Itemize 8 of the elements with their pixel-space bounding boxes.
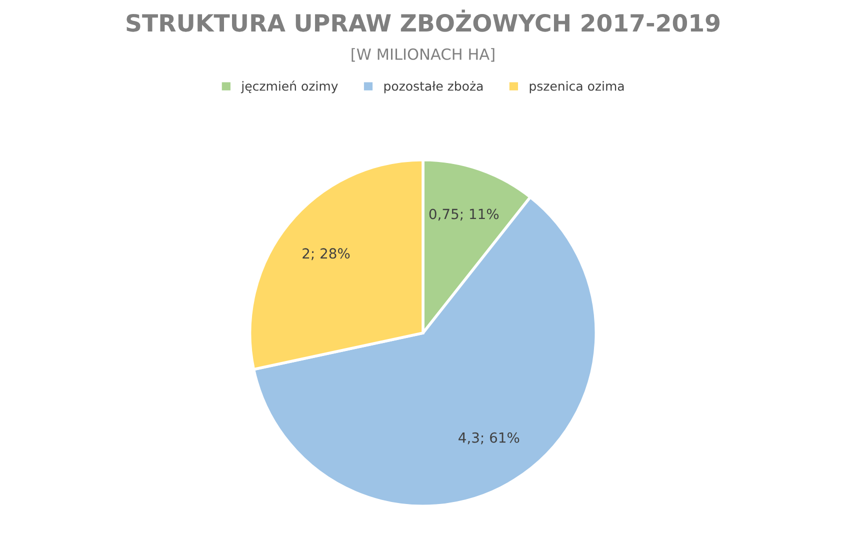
data-label: 4,3; 61% [458, 432, 520, 444]
chart-title: STRUKTURA UPRAW ZBOŻOWYCH 2017-2019 [126, 10, 720, 32]
legend-label: pszenica ozima [530, 81, 624, 94]
chart-subtitle: [W MILIONACH HA] [352, 48, 494, 62]
data-label: 0,75; 11% [429, 208, 499, 221]
data-label: 2; 28% [302, 248, 350, 260]
legend-label: jęczmień ozimy [240, 80, 338, 94]
legend-label: pozostałe zboża [384, 81, 483, 94]
